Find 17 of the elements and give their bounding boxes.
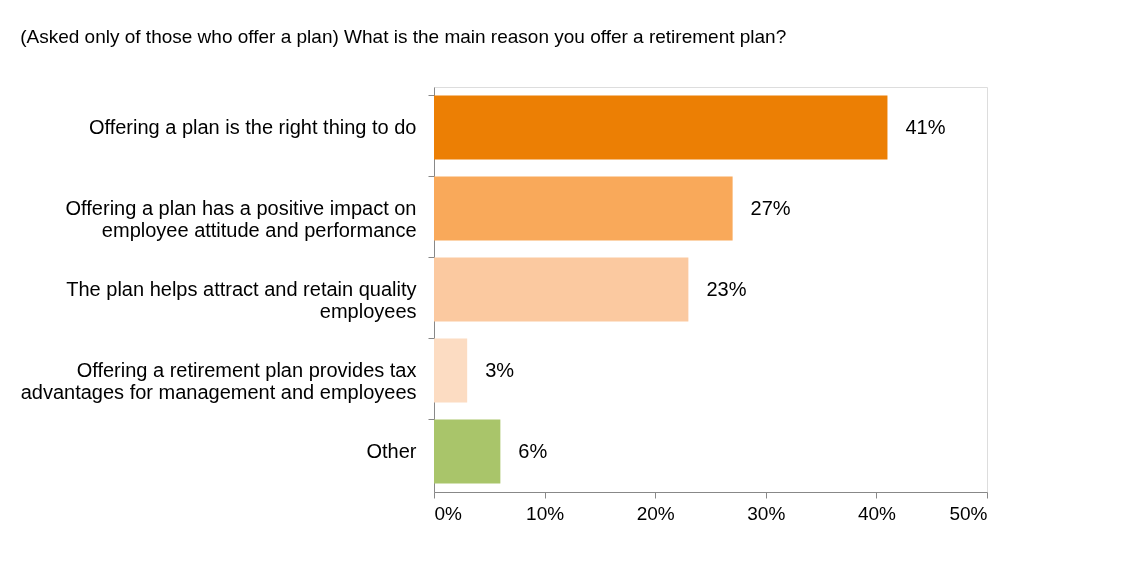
y-tick-label: Other (366, 439, 417, 462)
x-tick-label: 0% (434, 502, 463, 524)
x-tick-label: 50% (949, 502, 988, 524)
y-tick-label: Offering a plan has a positive impact on employee attitude and performance (65, 196, 417, 241)
x-tick-label: 10% (526, 502, 565, 524)
y-tick-label: Offering a plan is the right thing to do (88, 115, 417, 138)
y-tick-label: Offering a retirement plan provides tax advantages for management and employees (20, 358, 417, 403)
data-label: 6% (518, 439, 548, 462)
x-tick-label: 20% (636, 502, 675, 524)
chart-title: (Asked only of those who offer a plan) What is the main reason you offer a retirement plan? (20, 26, 787, 47)
data-label: 41% (905, 115, 946, 138)
data-label: 27% (750, 196, 791, 219)
data-label: 23% (706, 277, 747, 300)
x-tick-label: 30% (747, 502, 786, 524)
y-tick-label: The plan helps attract and retain quality employees (66, 277, 417, 322)
x-tick-label: 40% (857, 502, 897, 524)
data-label: 3% (485, 358, 515, 381)
